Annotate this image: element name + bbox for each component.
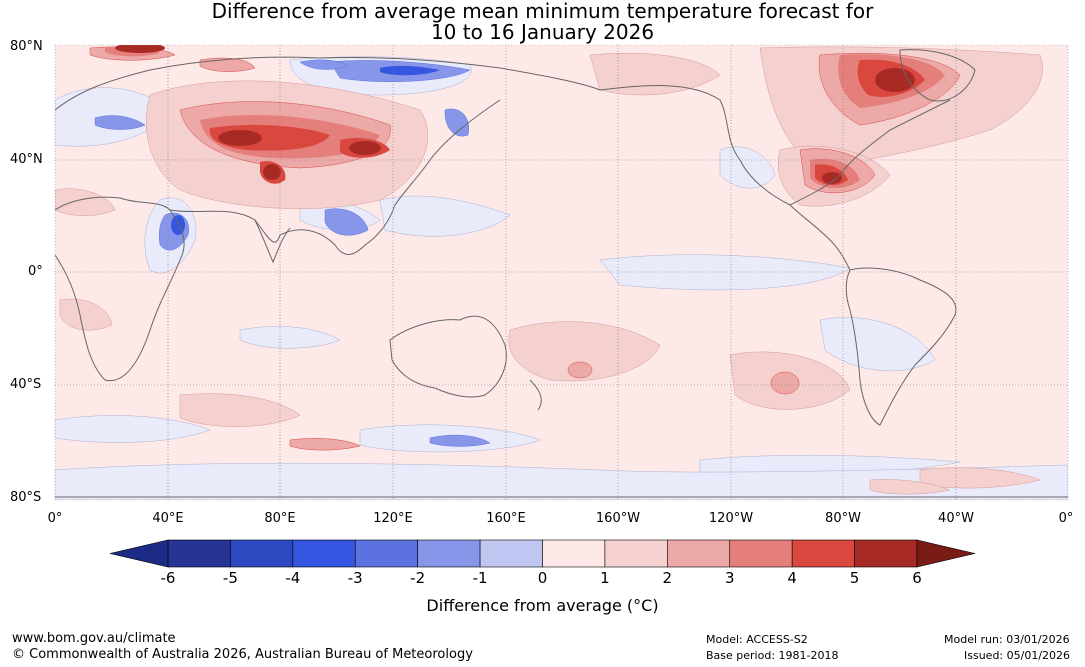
colorbar-tick-label: 3 — [724, 569, 735, 587]
colorbar-bin — [479, 539, 543, 568]
colorbar-bin — [542, 539, 606, 568]
colorbar-tick-label: 1 — [600, 569, 610, 587]
lon-label-0-left: 0° — [47, 511, 63, 526]
lat-label-80s: 80°S — [10, 490, 42, 505]
colorbar-bin — [292, 539, 356, 568]
lat-label-40s: 40°S — [10, 377, 42, 392]
colorbar-overflow-arrow — [916, 539, 976, 568]
model-run-date: Model run: 03/01/2026 — [944, 633, 1070, 646]
colorbar-bin — [354, 539, 418, 568]
colorbar-bin — [791, 539, 855, 568]
colorbar — [109, 539, 976, 568]
colorbar-bin — [167, 539, 231, 568]
colorbar-label: Difference from average (°C) — [426, 596, 659, 615]
issued-date: Issued: 05/01/2026 — [964, 649, 1071, 662]
lon-label-0-right: 0° — [1058, 511, 1074, 526]
lon-label-40w: 40°W — [938, 511, 974, 526]
colorbar-bin — [854, 539, 918, 568]
model-name: Model: ACCESS-S2 — [706, 633, 808, 646]
lon-label-80w: 80°W — [825, 511, 861, 526]
map-title-line-2: 10 to 16 January 2026 — [430, 20, 655, 44]
lon-label-160e: 160°E — [486, 511, 526, 526]
lon-label-80e: 80°E — [264, 511, 296, 526]
colorbar-tick-label: -6 — [160, 569, 176, 587]
base-period: Base period: 1981-2018 — [706, 649, 839, 662]
copyright-notice: © Commonwealth of Australia 2026, Austra… — [12, 647, 473, 662]
negative-anomaly-areas — [55, 56, 1068, 500]
colorbar-tick-label: -2 — [410, 569, 426, 587]
colorbar-tick-label: -5 — [222, 569, 238, 587]
lon-label-120e: 120°E — [373, 511, 413, 526]
colorbar-bin — [417, 539, 481, 568]
colorbar-bin — [230, 539, 294, 568]
colorbar-bin — [604, 539, 668, 568]
colorbar-tick-label: 2 — [662, 569, 673, 587]
lon-label-40e: 40°E — [152, 511, 184, 526]
map-title-line-1: Difference from average mean minimum tem… — [211, 0, 874, 23]
lat-label-40n: 40°N — [10, 152, 43, 167]
graticule — [55, 45, 1068, 500]
lat-label-eq: 0° — [28, 264, 43, 279]
colorbar-tick-label: 5 — [849, 569, 860, 587]
source-url: www.bom.gov.au/climate — [12, 631, 176, 646]
lon-label-120w: 120°W — [708, 511, 754, 526]
colorbar-bin — [667, 539, 731, 568]
colorbar-tick-label: -1 — [472, 569, 488, 587]
colorbar-tick-label: -3 — [347, 569, 363, 587]
colorbar-tick-label: 4 — [787, 569, 797, 587]
lat-label-80n: 80°N — [10, 39, 43, 54]
colorbar-underflow-arrow — [109, 539, 169, 568]
lon-label-160w: 160°W — [595, 511, 641, 526]
coastlines — [55, 49, 1068, 498]
colorbar-tick-label: -4 — [285, 569, 301, 587]
colorbar-tick-label: 0 — [537, 569, 548, 587]
colorbar-bin — [729, 539, 793, 568]
map-frame — [54, 44, 1069, 501]
colorbar-tick-label: 6 — [912, 569, 922, 587]
